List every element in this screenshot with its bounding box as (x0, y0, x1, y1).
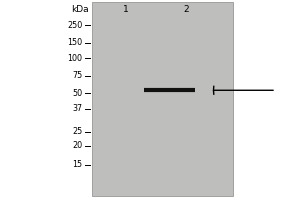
Text: 2: 2 (183, 5, 189, 14)
Text: 37: 37 (72, 104, 82, 113)
Text: 75: 75 (72, 71, 82, 80)
Text: 150: 150 (68, 38, 82, 47)
Text: 20: 20 (72, 141, 82, 150)
Text: 15: 15 (72, 160, 82, 169)
Text: kDa: kDa (71, 5, 88, 14)
Text: 250: 250 (67, 21, 83, 30)
Text: 50: 50 (72, 89, 82, 98)
Bar (92, 2, 232, 196)
Text: 100: 100 (68, 54, 82, 63)
Text: 25: 25 (72, 127, 82, 136)
Text: 1: 1 (123, 5, 129, 14)
